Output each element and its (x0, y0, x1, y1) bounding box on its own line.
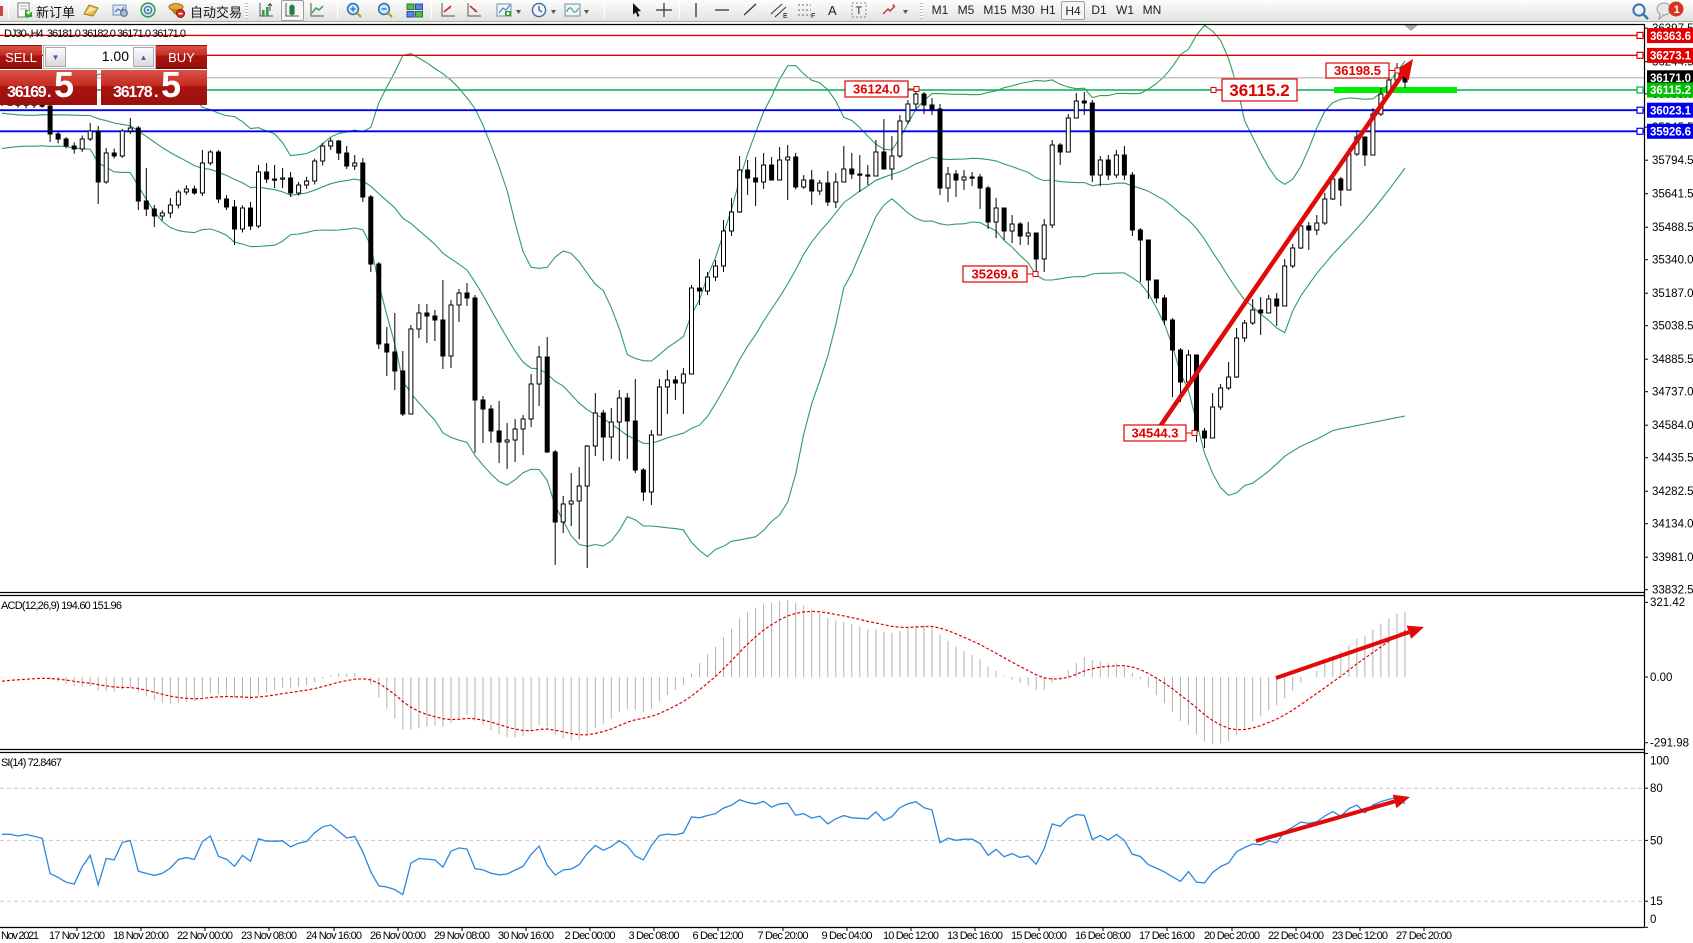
svg-text:34737.0: 34737.0 (1652, 387, 1693, 399)
svg-text:Nov 2021: Nov 2021 (1, 930, 39, 942)
svg-text:23 Nov 08:00: 23 Nov 08:00 (241, 930, 297, 942)
svg-text:35641.5: 35641.5 (1652, 189, 1693, 201)
svg-text:22 Dec 04:00: 22 Dec 04:00 (1268, 930, 1324, 942)
svg-text:33832.5: 33832.5 (1652, 585, 1693, 597)
svg-text:1: 1 (1674, 4, 1680, 16)
svg-text:20 Dec 20:00: 20 Dec 20:00 (1204, 930, 1260, 942)
svg-text:34435.5: 34435.5 (1652, 453, 1693, 465)
svg-text:18 Nov 20:00: 18 Nov 20:00 (113, 930, 169, 942)
svg-text:35488.5: 35488.5 (1652, 222, 1693, 234)
svg-text:36198.5: 36198.5 (1334, 63, 1381, 78)
svg-text:35269.6: 35269.6 (972, 267, 1019, 282)
svg-text:2 Dec 00:00: 2 Dec 00:00 (565, 930, 616, 942)
svg-text:E: E (783, 13, 788, 20)
svg-text:0.00: 0.00 (1650, 672, 1672, 684)
svg-text:50: 50 (1650, 835, 1663, 847)
svg-text:-291.98: -291.98 (1650, 738, 1689, 750)
svg-text:30 Nov 16:00: 30 Nov 16:00 (498, 930, 554, 942)
svg-text:26 Nov 00:00: 26 Nov 00:00 (370, 930, 426, 942)
svg-text:10 Dec 12:00: 10 Dec 12:00 (883, 930, 939, 942)
svg-text:6 Dec 12:00: 6 Dec 12:00 (693, 930, 744, 942)
svg-text:36023.1: 36023.1 (1650, 105, 1692, 117)
svg-text:3 Dec 08:00: 3 Dec 08:00 (629, 930, 680, 942)
svg-text:7 Dec 20:00: 7 Dec 20:00 (758, 930, 809, 942)
svg-text:15 Dec 00:00: 15 Dec 00:00 (1011, 930, 1067, 942)
svg-text:321.42: 321.42 (1650, 597, 1685, 609)
svg-text:36115.2: 36115.2 (1229, 81, 1290, 100)
svg-text:22 Nov 00:00: 22 Nov 00:00 (177, 930, 233, 942)
svg-text:35187.0: 35187.0 (1652, 288, 1693, 300)
svg-text:34134.0: 34134.0 (1652, 519, 1693, 531)
svg-text:34544.3: 34544.3 (1132, 426, 1179, 441)
svg-text:ACD(12,26,9) 194.60 151.96: ACD(12,26,9) 194.60 151.96 (1, 600, 122, 612)
svg-text:34885.5: 34885.5 (1652, 354, 1693, 366)
svg-text:SI(14) 72.8467: SI(14) 72.8467 (1, 757, 62, 769)
svg-text:35794.5: 35794.5 (1652, 155, 1693, 167)
svg-text:36124.0: 36124.0 (853, 82, 900, 97)
svg-text:24 Nov 16:00: 24 Nov 16:00 (306, 930, 362, 942)
svg-text:35926.6: 35926.6 (1650, 127, 1691, 139)
svg-text:9 Dec 04:00: 9 Dec 04:00 (822, 930, 873, 942)
svg-text:33981.0: 33981.0 (1652, 552, 1693, 564)
svg-text:29 Nov 08:00: 29 Nov 08:00 (434, 930, 490, 942)
svg-text:36115.2: 36115.2 (1650, 85, 1691, 97)
svg-text:17 Dec 16:00: 17 Dec 16:00 (1139, 930, 1195, 942)
svg-text:36363.6: 36363.6 (1650, 31, 1691, 43)
svg-text:35340.0: 35340.0 (1652, 255, 1693, 267)
svg-text:17 Nov 12:00: 17 Nov 12:00 (49, 930, 105, 942)
svg-text:F: F (811, 13, 815, 20)
svg-text:100: 100 (1650, 756, 1669, 768)
svg-text:15: 15 (1650, 896, 1663, 908)
svg-text:36171.0: 36171.0 (1650, 73, 1691, 85)
svg-text:27 Dec 20:00: 27 Dec 20:00 (1396, 930, 1452, 942)
svg-text:34282.5: 34282.5 (1652, 486, 1693, 498)
svg-text:T: T (856, 5, 863, 17)
svg-text:23 Dec 12:00: 23 Dec 12:00 (1332, 930, 1388, 942)
svg-text:80: 80 (1650, 783, 1663, 795)
svg-text:13 Dec 16:00: 13 Dec 16:00 (947, 930, 1003, 942)
svg-text:36273.1: 36273.1 (1650, 51, 1692, 63)
svg-text:34584.0: 34584.0 (1652, 420, 1693, 432)
svg-text:DJ30-,H4 36181.0 36182.0 3617: DJ30-,H4 36181.0 36182.0 36171.0 36171.0 (4, 28, 186, 40)
svg-text:16 Dec 08:00: 16 Dec 08:00 (1075, 930, 1131, 942)
svg-text:35038.5: 35038.5 (1652, 321, 1693, 333)
svg-text:0: 0 (1650, 914, 1656, 926)
